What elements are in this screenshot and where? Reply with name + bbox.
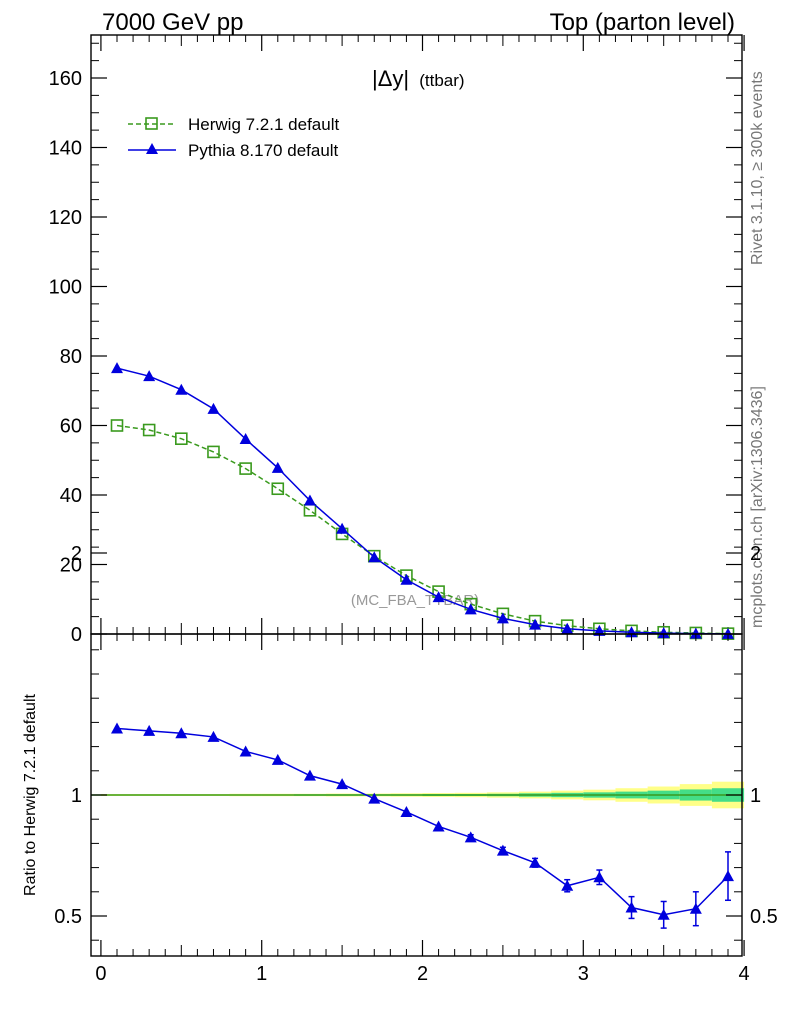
legend: Herwig 7.2.1 default Pythia 8.170 defaul… [128,115,339,160]
main-y-tick-label: 20 [60,555,82,577]
pythia-point [207,402,220,414]
legend-herwig-marker [145,117,158,130]
ratio-pythia-point [207,730,220,742]
ratio-plot-tick-labels: 0.5 0.51 12 20 1 2 3 4 [54,543,778,985]
pythia-point [239,433,252,445]
ratio-y-tick-label-right: 2 [750,543,761,565]
pythia-point [271,461,284,473]
ratio-y-tick-label-left: 1 [71,785,82,807]
ratio-y-tick-label-left: 0.5 [54,906,82,928]
header-left-label: 7000 GeV pp [102,9,243,36]
pythia-point [529,618,542,630]
ratio-pythia-point [271,753,284,765]
herwig-point [207,445,220,459]
pythia-point [689,627,702,639]
ratio-pythia-point [689,902,702,914]
x-tick-label: 1 [256,963,267,985]
ratio-plot-ticks [91,552,745,956]
pythia-point [464,603,477,615]
pythia-point [400,573,413,585]
pythia-point [657,627,670,639]
pythia-point [368,551,381,563]
x-tick-label: 2 [417,963,428,985]
ratio-pythia-point [464,831,477,843]
ratio-pythia-point [175,727,188,739]
ratio-pythia-point [303,769,316,781]
pythia-line [116,367,729,635]
mcplots-side-label: mcplots.cern.ch [arXiv:1306.3436] [749,386,766,628]
ratio-pythia-line [116,727,729,916]
ratio-pythia-point [143,724,156,736]
main-plot-tick-labels: 0 20 40 60 80 100 120 140 160 [49,68,82,646]
main-plot-ticks [91,35,745,635]
pythia-point [111,362,123,374]
main-y-tick-label: 140 [49,138,82,160]
pythia-point [336,522,349,534]
ratio-plot: 0.5 0.51 12 20 1 2 3 4 Ratio to Herwig 7.2.1 de… [22,543,778,985]
herwig-point [239,462,252,475]
main-y-tick-label: 40 [60,485,82,507]
main-y-tick-label: 100 [49,277,82,299]
main-plot-title: |Δy| (ttbar) [372,66,465,91]
ratio-pythia-point [432,820,445,832]
legend-pythia-marker [146,143,158,154]
main-y-tick-label: 0 [71,624,82,646]
legend-entry-herwig: Herwig 7.2.1 default [128,115,339,134]
ratio-pythia-point [625,901,638,913]
main-y-tick-label: 80 [60,346,82,368]
ratio-pythia-point [400,805,413,817]
legend-pythia-label: Pythia 8.170 default [188,141,339,160]
ratio-ylabel: Ratio to Herwig 7.2.1 default [22,694,39,896]
ratio-y-tick-label-right: 1 [750,785,761,807]
ratio-pythia-point [657,908,670,920]
pythia-point [496,612,509,624]
ratio-plot-border [90,633,743,957]
pythia-point [432,591,445,603]
main-plot-watermark: (MC_FBA_TTBAR) [351,592,479,609]
header-right-label: Top (parton level) [550,9,735,36]
pythia-point [593,624,606,636]
ratio-pythia-series [111,722,734,929]
x-tick-label: 0 [95,963,106,985]
main-y-tick-label: 160 [49,68,82,90]
pythia-point [303,494,316,506]
ratio-pythia-point [722,870,734,882]
ratio-pythia-point [496,844,509,856]
ratio-pythia-point [239,745,252,757]
ratio-y-tick-label-left: 2 [71,543,82,565]
pythia-point [143,370,156,382]
ratio-pythia-point [111,722,123,734]
herwig-point [303,503,317,517]
herwig-point [271,482,285,496]
rivet-side-label: Rivet 3.1.10, ≥ 300k events [749,71,766,265]
pythia-point [561,622,574,634]
ratio-y-tick-label-right: 0.5 [750,906,778,928]
ratio-pythia-point [368,792,381,804]
ratio-pythia-point [336,778,349,790]
ratio-pythia-point [529,856,542,868]
ratio-pythia-point [593,871,606,883]
main-plot: 0 20 40 60 80 100 120 140 160 (MC_FBA_TTBAR) |Δy… [49,34,745,646]
main-y-tick-label: 120 [49,207,82,229]
herwig-point [142,423,156,437]
ratio-pythia-point [561,879,574,891]
legend-herwig-label: Herwig 7.2.1 default [188,115,339,134]
herwig-point [110,419,124,432]
x-tick-label: 3 [578,963,589,985]
pythia-point [175,383,188,395]
herwig-point [175,432,188,446]
main-y-tick-label: 60 [60,416,82,438]
main-plot-title-main: |Δy| [372,66,409,91]
legend-entry-pythia: Pythia 8.170 default [128,141,339,160]
main-plot-title-suffix: (ttbar) [419,71,464,90]
x-tick-label: 4 [739,963,750,985]
